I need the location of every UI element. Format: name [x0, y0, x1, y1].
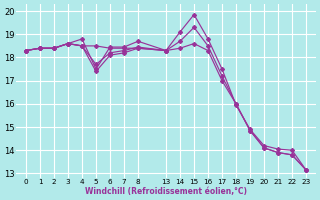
X-axis label: Windchill (Refroidissement éolien,°C): Windchill (Refroidissement éolien,°C)	[85, 187, 247, 196]
